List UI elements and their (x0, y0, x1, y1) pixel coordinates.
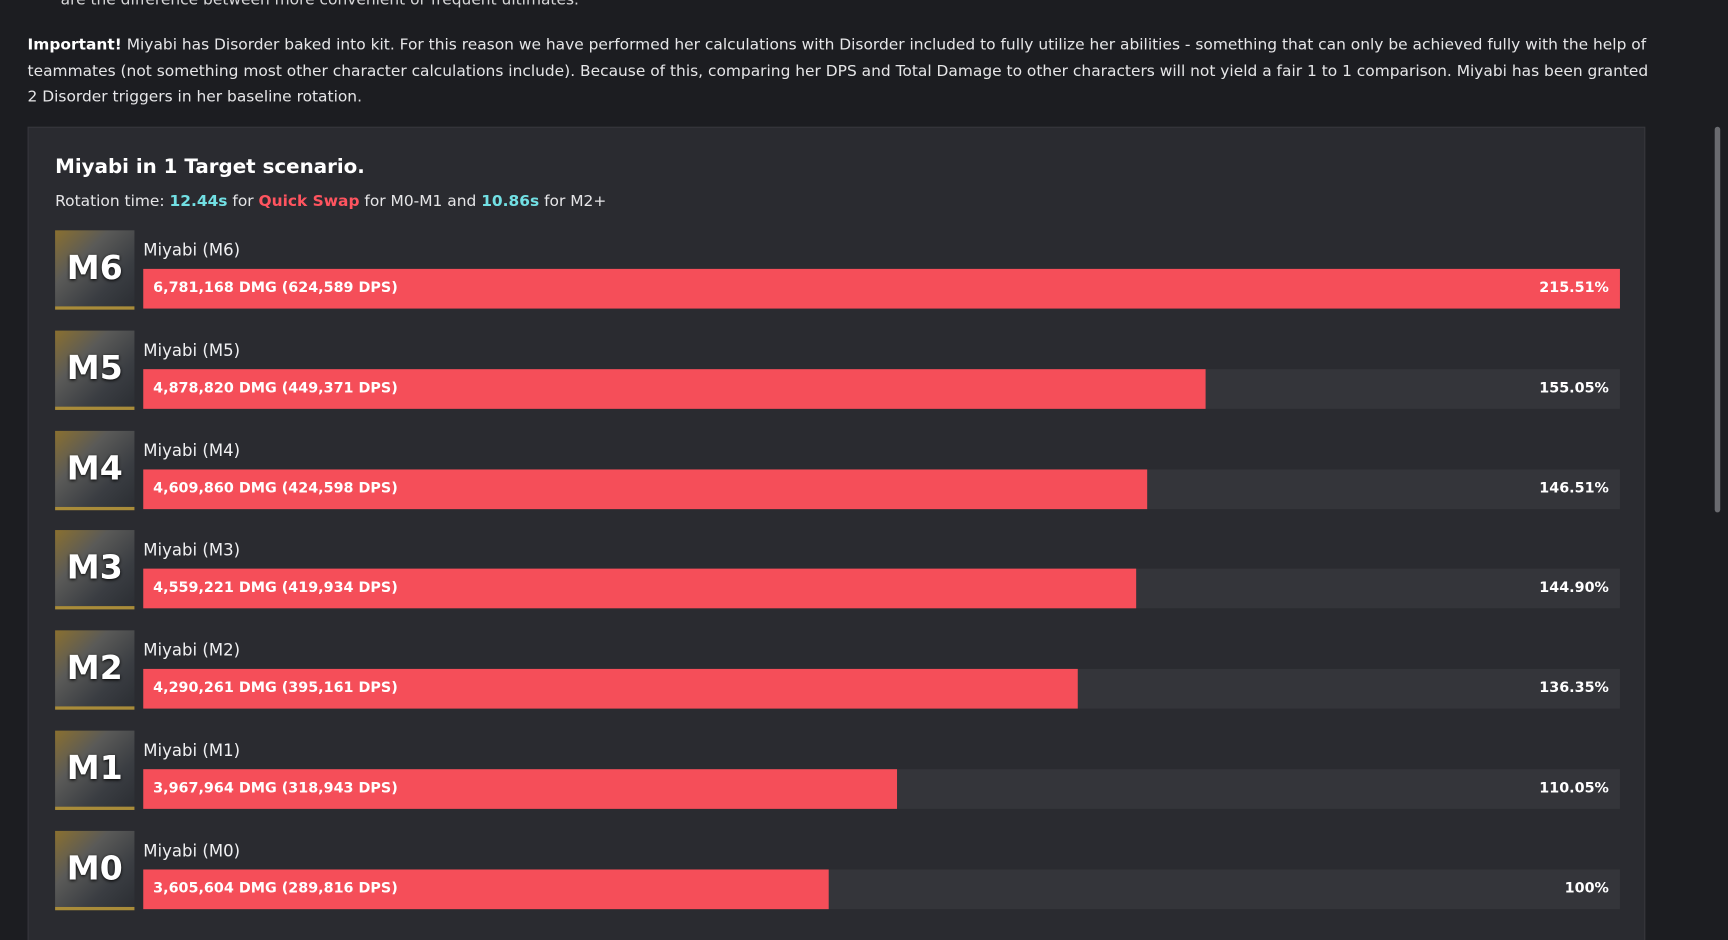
subtitle-part: Quick Swap (258, 192, 360, 211)
bar (143, 669, 1078, 709)
value-label: 136.35% (1539, 680, 1609, 697)
value-label: 155.05% (1539, 379, 1609, 397)
bar-row: M5 Miyabi (M5) 4,878,820 DMG (449,371 DPS)… (55, 330, 1620, 418)
damage-label: 3,605,604 DMG (289,816 DPS) (153, 880, 398, 897)
bar-row: M3 Miyabi (M3) 4,559,221 DMG (419,934 DPS)… (55, 530, 1620, 618)
bar-track: 3,967,964 DMG (318,943 DPS) 110.05% (143, 769, 1620, 809)
damage-label: 4,609,860 DMG (424,598 DPS) (153, 480, 398, 497)
damage-label: 4,290,261 DMG (395,161 DPS) (153, 680, 398, 697)
character-icon: M1 (55, 730, 135, 810)
notice-text: Miyabi has Disorder baked into kit. For … (27, 36, 1649, 106)
chart-subtitle: Rotation time: 12.44s for Quick Swap for… (55, 193, 606, 211)
character-icon: M6 (55, 230, 135, 310)
bar (143, 869, 829, 909)
notice: Important! Miyabi has Disorder baked int… (28, 33, 1653, 111)
bar-label: Miyabi (M3) (143, 540, 241, 561)
value-label: 144.90% (1539, 580, 1609, 597)
text-fragment: are the difference between more convenie… (60, 0, 579, 9)
value-label: 100% (1564, 880, 1609, 897)
character-icon: M5 (55, 330, 135, 410)
damage-label: 4,559,221 DMG (419,934 DPS) (153, 580, 398, 597)
subtitle-part: 12.44s (169, 192, 228, 211)
bar (143, 368, 1206, 409)
bar (143, 469, 1148, 509)
subtitle-part: 10.86s (481, 192, 540, 211)
bar (143, 769, 898, 809)
bar-track: 4,609,860 DMG (424,598 DPS) 146.51% (143, 469, 1620, 509)
notice-label: Important! (27, 36, 122, 54)
bar-label: Miyabi (M2) (143, 640, 241, 661)
bar (143, 569, 1137, 609)
character-icon: M3 (55, 530, 135, 610)
subtitle-part: Rotation time: (55, 192, 165, 211)
bar-track: 3,605,604 DMG (289,816 DPS) 100% (143, 869, 1620, 909)
bar-row: M6 Miyabi (M6) 6,781,168 DMG (624,589 DPS)… (55, 230, 1620, 318)
subtitle-part: for (232, 192, 254, 211)
value-label: 215.51% (1539, 279, 1609, 297)
value-label: 146.51% (1539, 480, 1609, 497)
bar-track: 6,781,168 DMG (624,589 DPS) 215.51% (143, 268, 1620, 309)
damage-label: 6,781,168 DMG (624,589 DPS) (153, 279, 398, 297)
chart-title: Miyabi in 1 Target scenario. (55, 155, 365, 179)
bar-row: M2 Miyabi (M2) 4,290,261 DMG (395,161 DPS)… (55, 630, 1620, 719)
subtitle-part: for M0-M1 and (364, 192, 477, 211)
bar-label: Miyabi (M5) (143, 340, 241, 361)
bar (143, 268, 1620, 309)
bar-label: Miyabi (M0) (143, 840, 241, 861)
bar-row: M4 Miyabi (M4) 4,609,860 DMG (424,598 DPS)… (55, 430, 1620, 518)
character-icon: M2 (55, 630, 135, 710)
character-icon: M4 (55, 430, 135, 510)
damage-label: 4,878,820 DMG (449,371 DPS) (153, 379, 398, 397)
bar-label: Miyabi (M1) (143, 740, 241, 761)
bar-track: 4,559,221 DMG (419,934 DPS) 144.90% (143, 569, 1620, 609)
scrollbar[interactable] (1714, 126, 1721, 513)
bar-label: Miyabi (M4) (143, 440, 241, 461)
subtitle-part: for M2+ (544, 192, 607, 211)
bar-track: 4,290,261 DMG (395,161 DPS) 136.35% (143, 669, 1620, 709)
character-icon: M0 (55, 830, 135, 911)
bar-label: Miyabi (M6) (143, 240, 241, 261)
damage-label: 3,967,964 DMG (318,943 DPS) (153, 780, 398, 797)
value-label: 110.05% (1539, 780, 1609, 797)
bar-row: M1 Miyabi (M1) 3,967,964 DMG (318,943 DPS)… (55, 730, 1620, 819)
bar-track: 4,878,820 DMG (449,371 DPS) 155.05% (143, 368, 1620, 409)
bar-row: M0 Miyabi (M0) 3,605,604 DMG (289,816 DPS)… (55, 830, 1620, 919)
